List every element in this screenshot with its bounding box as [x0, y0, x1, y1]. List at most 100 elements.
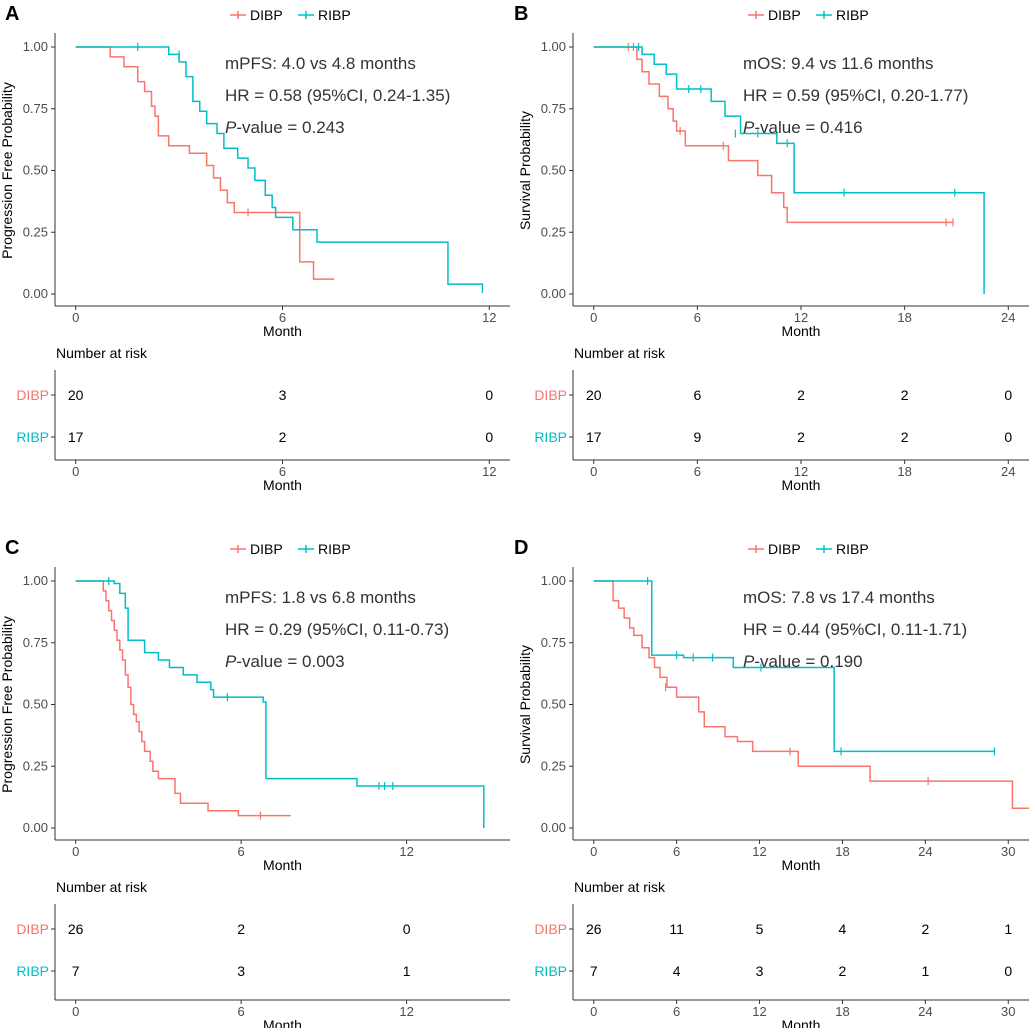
panel-a: A DIBP RIBP 0.00 0.25 0.50 0.75 1.00 0 6 12 Month Pr…: [0, 3, 510, 493]
risk-x-tick-label: 6: [238, 1004, 245, 1019]
x-axis-title: Month: [782, 857, 821, 873]
risk-x-tick-label: 18: [897, 464, 911, 479]
annotation-median: mPFS: 4.0 vs 4.8 months: [225, 54, 416, 73]
risk-x-tick-label: 30: [1001, 1004, 1015, 1019]
y-tick-label: 0.75: [541, 101, 566, 116]
x-tick-label: 30: [1001, 844, 1015, 859]
x-tick-label: 0: [590, 310, 597, 325]
risk-table-title: Number at risk: [574, 879, 666, 895]
risk-count: 2: [901, 387, 909, 403]
p-symbol: P: [743, 652, 755, 671]
risk-x-tick-label: 12: [794, 464, 808, 479]
risk-count: 0: [485, 429, 493, 445]
x-axis-title: Month: [782, 323, 821, 339]
y-tick-label: 0.50: [23, 697, 48, 712]
risk-count: 1: [1004, 921, 1012, 937]
annotation-hr: HR = 0.29 (95%CI, 0.11-0.73): [225, 620, 449, 639]
risk-count: 2: [797, 429, 805, 445]
x-tick-label: 12: [482, 310, 496, 325]
km-curve-dibp: [593, 580, 1029, 809]
x-tick-label: 6: [673, 844, 680, 859]
risk-count: 7: [72, 963, 80, 979]
risk-count: 20: [68, 387, 84, 403]
risk-count: 2: [839, 963, 847, 979]
y-tick-label: 0.00: [23, 820, 48, 835]
risk-count: 11: [669, 921, 684, 937]
p-symbol: P: [225, 118, 237, 137]
x-tick-label: 18: [897, 310, 911, 325]
risk-x-axis-title: Month: [263, 1017, 302, 1028]
risk-count: 0: [1004, 963, 1012, 979]
x-tick-label: 0: [72, 844, 79, 859]
y-tick-label: 0.00: [541, 286, 566, 301]
x-tick-label: 0: [590, 844, 597, 859]
annotation-pvalue: P-value = 0.003: [225, 652, 345, 671]
risk-count: 2: [279, 429, 287, 445]
y-tick-label: 1.00: [23, 573, 48, 588]
risk-x-tick-label: 0: [72, 464, 79, 479]
risk-row-label-ribp: RIBP: [16, 963, 49, 979]
y-tick-label: 1.00: [23, 39, 48, 54]
risk-count: 2: [237, 921, 245, 937]
km-curve-dibp: [593, 46, 953, 224]
x-tick-label: 12: [794, 310, 808, 325]
annotation-median: mOS: 7.8 vs 17.4 months: [743, 588, 935, 607]
risk-count: 5: [756, 921, 764, 937]
km-curve-dibp: [75, 580, 291, 817]
risk-x-tick-label: 6: [694, 464, 701, 479]
panel-label: C: [5, 537, 19, 559]
risk-x-tick-label: 0: [590, 1004, 597, 1019]
risk-row-label-dibp: DIBP: [16, 921, 49, 937]
y-tick-label: 0.50: [23, 163, 48, 178]
x-tick-label: 12: [399, 844, 413, 859]
risk-x-tick-label: 0: [590, 464, 597, 479]
risk-count: 2: [921, 921, 929, 937]
panel-label: D: [514, 537, 528, 559]
annotation-pvalue: P-value = 0.243: [225, 118, 345, 137]
x-axis-title: Month: [263, 857, 302, 873]
y-tick-label: 0.25: [541, 758, 566, 773]
risk-count: 4: [673, 963, 681, 979]
annotation-median: mOS: 9.4 vs 11.6 months: [743, 54, 934, 73]
panel-label: B: [514, 3, 528, 25]
p-value-text: -value = 0.190: [754, 652, 862, 671]
risk-x-axis-title: Month: [782, 477, 821, 493]
y-axis-title: Survival Probability: [517, 645, 533, 764]
risk-x-axis-title: Month: [263, 477, 302, 493]
km-curve-ribp: [75, 46, 484, 290]
legend-label-ribp: RIBP: [318, 541, 351, 557]
x-tick-label: 0: [72, 310, 79, 325]
panel-label: A: [5, 3, 19, 25]
legend-label-ribp: RIBP: [318, 7, 351, 23]
risk-count: 0: [1004, 387, 1012, 403]
risk-count: 20: [586, 387, 602, 403]
x-tick-label: 18: [835, 844, 849, 859]
y-tick-label: 0.25: [23, 758, 48, 773]
risk-count: 3: [756, 963, 764, 979]
p-value-text: -value = 0.416: [754, 118, 862, 137]
risk-count: 1: [921, 963, 929, 979]
y-tick-label: 0.75: [23, 635, 48, 650]
y-tick-label: 1.00: [541, 39, 566, 54]
risk-x-tick-label: 6: [673, 1004, 680, 1019]
legend-label-dibp: DIBP: [250, 7, 283, 23]
risk-count: 3: [279, 387, 287, 403]
y-axis-title: Progression Free Probability: [0, 82, 15, 259]
risk-row-label-ribp: RIBP: [534, 963, 567, 979]
km-curve-ribp: [593, 46, 985, 294]
risk-table-title: Number at risk: [56, 879, 148, 895]
y-tick-label: 1.00: [541, 573, 566, 588]
risk-x-tick-label: 12: [752, 1004, 766, 1019]
y-tick-label: 0.75: [23, 101, 48, 116]
y-tick-label: 0.25: [23, 224, 48, 239]
risk-x-tick-label: 24: [918, 1004, 932, 1019]
risk-row-label-ribp: RIBP: [16, 429, 49, 445]
risk-x-tick-label: 12: [399, 1004, 413, 1019]
risk-table-title: Number at risk: [56, 345, 148, 361]
y-tick-label: 0.50: [541, 163, 566, 178]
risk-x-tick-label: 18: [835, 1004, 849, 1019]
y-axis-title: Survival Probability: [517, 111, 533, 230]
risk-count: 26: [586, 921, 602, 937]
